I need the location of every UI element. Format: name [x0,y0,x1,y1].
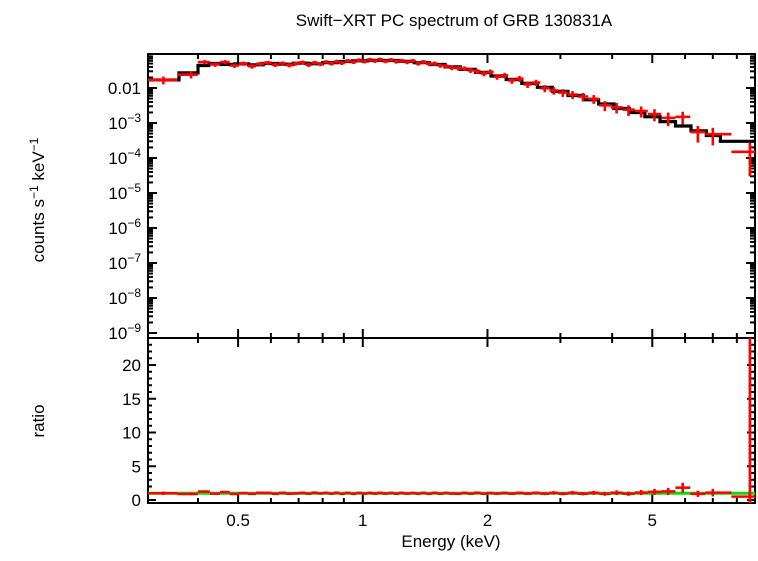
svg-text:10: 10 [122,424,141,443]
svg-text:10−9: 10−9 [108,321,141,343]
svg-text:15: 15 [122,390,141,409]
svg-text:0.5: 0.5 [226,511,250,530]
svg-text:20: 20 [122,356,141,375]
svg-text:10−5: 10−5 [108,181,141,203]
svg-text:0.01: 0.01 [108,79,141,98]
spectrum-data-points [148,57,755,177]
svg-text:10−3: 10−3 [108,111,141,133]
svg-text:2: 2 [483,511,492,530]
svg-text:5: 5 [132,457,141,476]
svg-text:10−7: 10−7 [108,251,141,273]
x-axis-ticks [196,54,738,503]
svg-text:1: 1 [358,511,367,530]
svg-text:5: 5 [648,511,657,530]
chart-title: Swift−XRT PC spectrum of GRB 130831A [296,11,613,30]
y-tick-labels: 0.01 10−3 10−4 10−5 10−6 10−7 10−8 10−9 0 5 10 15 20 [108,79,141,510]
ratio-y-ticks [148,343,755,501]
svg-text:10−8: 10−8 [108,286,141,308]
svg-text:10−4: 10−4 [108,146,141,168]
ratio-y-axis-label: ratio [29,404,48,437]
spectrum-y-axis-label: counts s−1 keV−1 [27,137,48,262]
ratio-data-points [148,338,755,503]
svg-text:0: 0 [132,491,141,510]
svg-text:10−6: 10−6 [108,216,141,238]
x-tick-labels: 0.5 1 2 5 [226,511,657,530]
x-axis-label: Energy (keV) [401,532,500,551]
spectrum-y-ticks [148,55,755,334]
